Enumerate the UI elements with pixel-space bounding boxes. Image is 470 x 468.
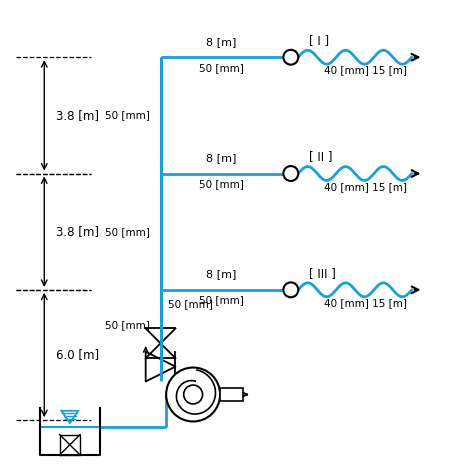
Text: 8 [m]: 8 [m]	[206, 270, 236, 279]
Text: 40 [mm] 15 [m]: 40 [mm] 15 [m]	[324, 298, 407, 308]
Text: 8 [m]: 8 [m]	[206, 37, 236, 47]
Text: 40 [mm] 15 [m]: 40 [mm] 15 [m]	[324, 66, 407, 76]
Text: 6.0 [m]: 6.0 [m]	[56, 349, 99, 361]
Text: 3.8 [m]: 3.8 [m]	[56, 109, 99, 122]
Text: 50 [mm]: 50 [mm]	[199, 295, 243, 306]
Circle shape	[283, 50, 298, 65]
Text: 3.8 [m]: 3.8 [m]	[56, 225, 99, 238]
Text: 50 [mm]: 50 [mm]	[167, 300, 212, 309]
Text: [ I ]: [ I ]	[309, 34, 329, 47]
Text: 50 [mm]: 50 [mm]	[105, 110, 149, 120]
Text: 40 [mm] 15 [m]: 40 [mm] 15 [m]	[324, 182, 407, 192]
Text: [ II ]: [ II ]	[309, 150, 333, 163]
Circle shape	[283, 282, 298, 297]
Text: 8 [m]: 8 [m]	[206, 154, 236, 163]
Text: 50 [mm]: 50 [mm]	[199, 179, 243, 189]
Bar	[220, 388, 243, 402]
Text: 50 [mm]: 50 [mm]	[105, 320, 149, 330]
Circle shape	[166, 367, 220, 422]
Text: [ III ]: [ III ]	[309, 267, 337, 279]
Circle shape	[184, 385, 203, 404]
Circle shape	[283, 166, 298, 181]
Text: 50 [mm]: 50 [mm]	[199, 63, 243, 73]
Text: 50 [mm]: 50 [mm]	[105, 227, 149, 237]
